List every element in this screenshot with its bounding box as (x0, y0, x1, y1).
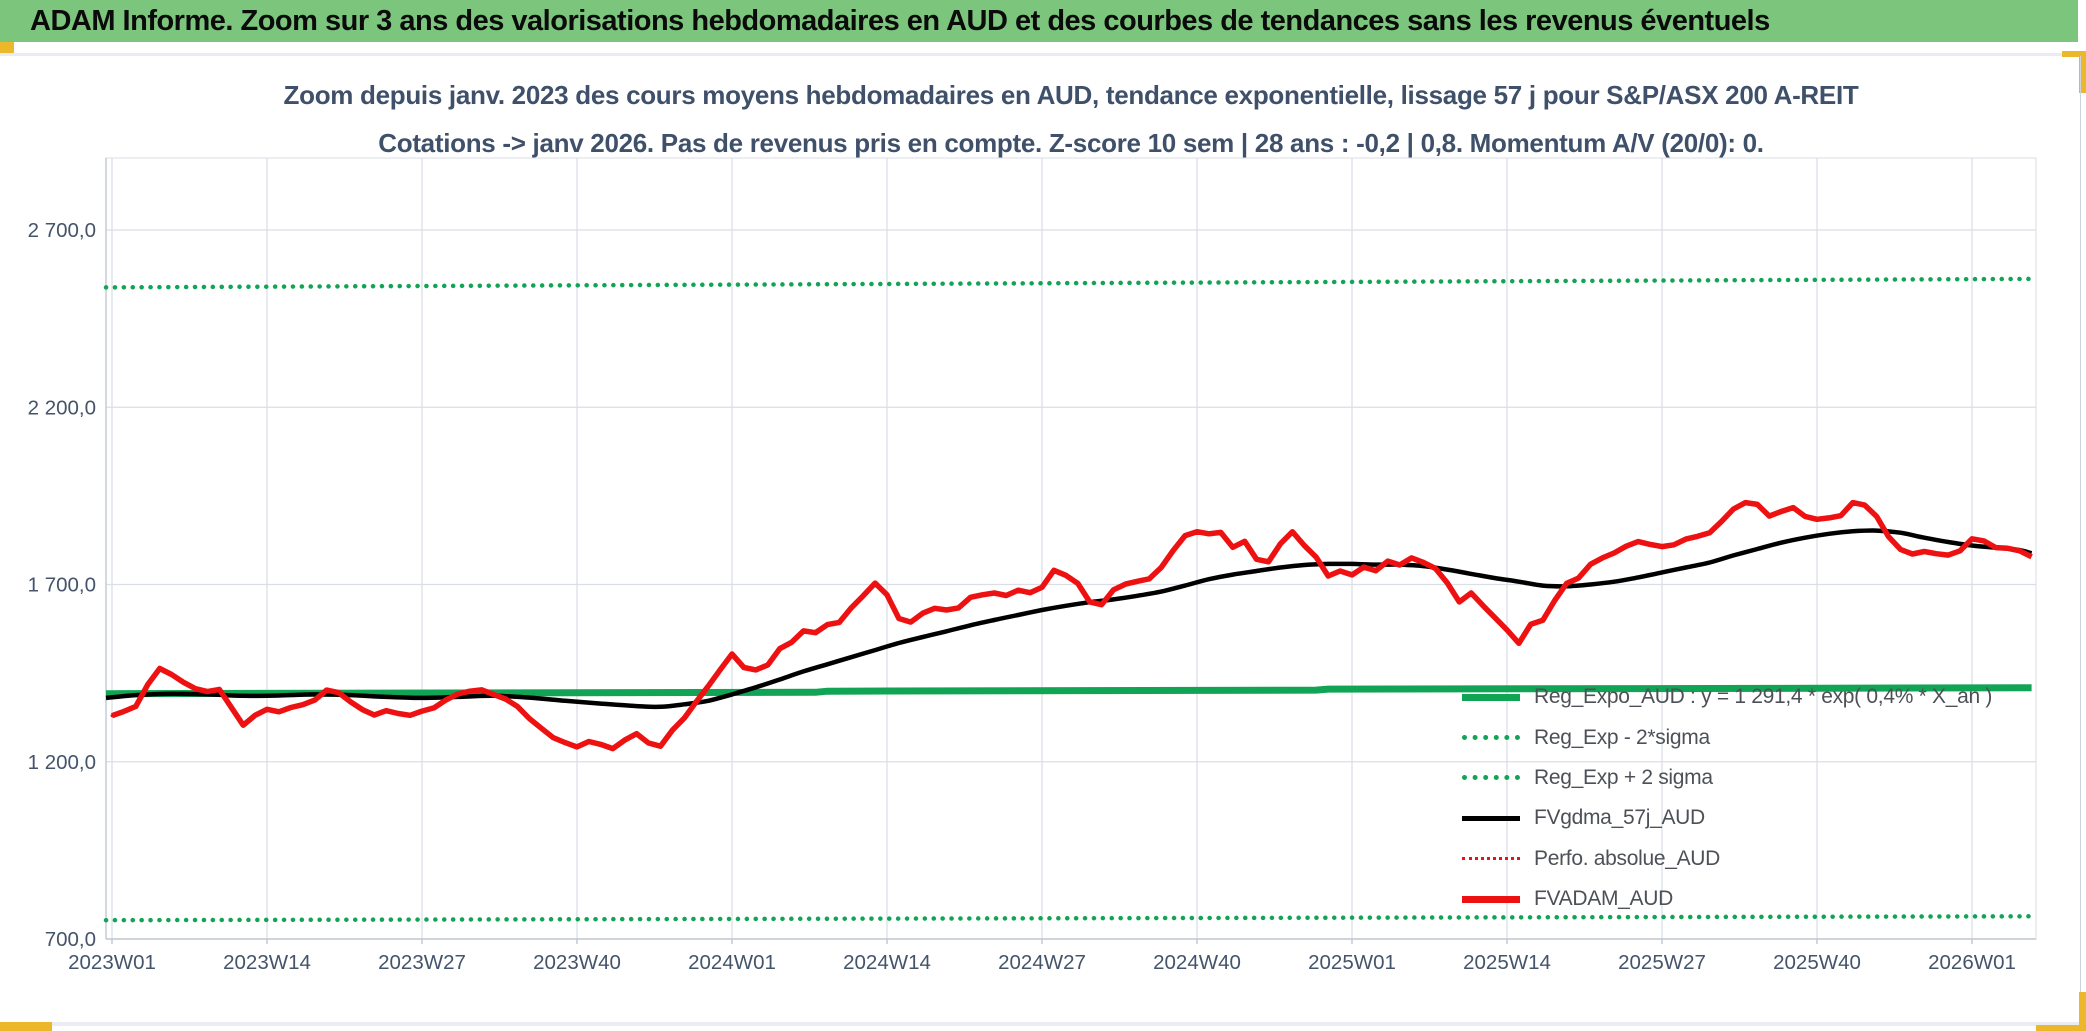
legend-item-fvadam[interactable]: FVADAM_AUD (1462, 879, 1992, 919)
x-axis-label: 2025W27 (1618, 951, 1706, 974)
legend-item-plus-2sigma[interactable]: Reg_Exp + 2 sigma (1462, 758, 1992, 798)
red-dotted-line-icon (1462, 857, 1520, 861)
black-solid-line-icon (1462, 815, 1520, 821)
legend-label: FVADAM_AUD (1534, 887, 1673, 911)
legend-label: Reg_Exp + 2 sigma (1534, 765, 1713, 789)
legend-label: Reg_Exp - 2*sigma (1534, 725, 1710, 749)
series-Reg_Exp - 2*sigma (103, 914, 2034, 923)
x-axis-label: 2023W01 (68, 951, 156, 974)
divider-line-top (0, 53, 2086, 56)
legend-label: Reg_Expo_AUD : y = 1 291,4 * exp( 0,4% *… (1534, 685, 1993, 709)
y-axis-label: 2 200,0 (28, 396, 96, 419)
legend-item-reg-expo[interactable]: Reg_Expo_AUD : y = 1 291,4 * exp( 0,4% *… (1462, 677, 1992, 717)
legend-label: Perfo. absolue_AUD (1534, 846, 1721, 870)
chart-legend: Reg_Expo_AUD : y = 1 291,4 * exp( 0,4% *… (1462, 677, 1992, 919)
x-axis-label: 2024W40 (1153, 951, 1241, 974)
yellow-corner-bottom-left (0, 1022, 52, 1031)
series-FVADAM_AUD (111, 499, 2033, 752)
series-FVgdma_57j_AUD (105, 528, 2033, 710)
yellow-corner-top-left (0, 42, 14, 55)
x-axis-label: 2025W01 (1308, 951, 1396, 974)
yellow-corner-bottom-right-edge (2079, 992, 2086, 1031)
y-axis-label: 1 700,0 (28, 574, 96, 597)
yellow-corner-top-right (2062, 51, 2086, 57)
legend-label: FVgdma_57j_AUD (1534, 806, 1705, 830)
green-solid-line-icon (1462, 693, 1520, 701)
x-axis-label: 2023W27 (378, 951, 466, 974)
sheet-right-border (2080, 56, 2081, 1022)
y-axis-label: 1 200,0 (28, 751, 96, 774)
x-axis-label: 2023W14 (223, 951, 311, 974)
green-dotted-line-icon (1462, 735, 1520, 741)
chart-title-line1: Zoom depuis janv. 2023 des cours moyens … (283, 80, 1859, 110)
window-title-bar: ADAM Informe. Zoom sur 3 ans des valoris… (0, 0, 2078, 42)
chart-title-line2: Cotations -> janv 2026. Pas de revenus p… (378, 128, 1764, 158)
page-title: ADAM Informe. Zoom sur 3 ans des valoris… (30, 4, 1770, 37)
x-axis-label: 2024W14 (843, 951, 931, 974)
legend-item-fvgdma[interactable]: FVgdma_57j_AUD (1462, 798, 1992, 838)
yellow-corner-top-right-edge (2079, 51, 2086, 93)
legend-item-perfo-absolue[interactable]: Perfo. absolue_AUD (1462, 839, 1992, 879)
legend-item-minus-2sigma[interactable]: Reg_Exp - 2*sigma (1462, 717, 1992, 757)
x-axis-label: 2026W01 (1928, 951, 2016, 974)
green-dotted-line-icon (1462, 775, 1520, 781)
series-Reg_Expo_AUD (105, 684, 2032, 698)
red-solid-line-icon (1462, 895, 1520, 903)
series-Reg_Exp + 2 sigma (103, 276, 2034, 290)
x-axis-label: 2024W27 (998, 951, 1086, 974)
x-axis-label: 2023W40 (533, 951, 621, 974)
x-axis-label: 2025W14 (1463, 951, 1551, 974)
x-axis-label: 2025W40 (1773, 951, 1861, 974)
yellow-corner-bottom-right (2036, 1025, 2086, 1031)
y-axis-label: 700,0 (45, 928, 96, 951)
x-axis-label: 2024W01 (688, 951, 776, 974)
divider-line-bottom (0, 1022, 2086, 1026)
y-axis-label: 2 700,0 (28, 219, 96, 242)
